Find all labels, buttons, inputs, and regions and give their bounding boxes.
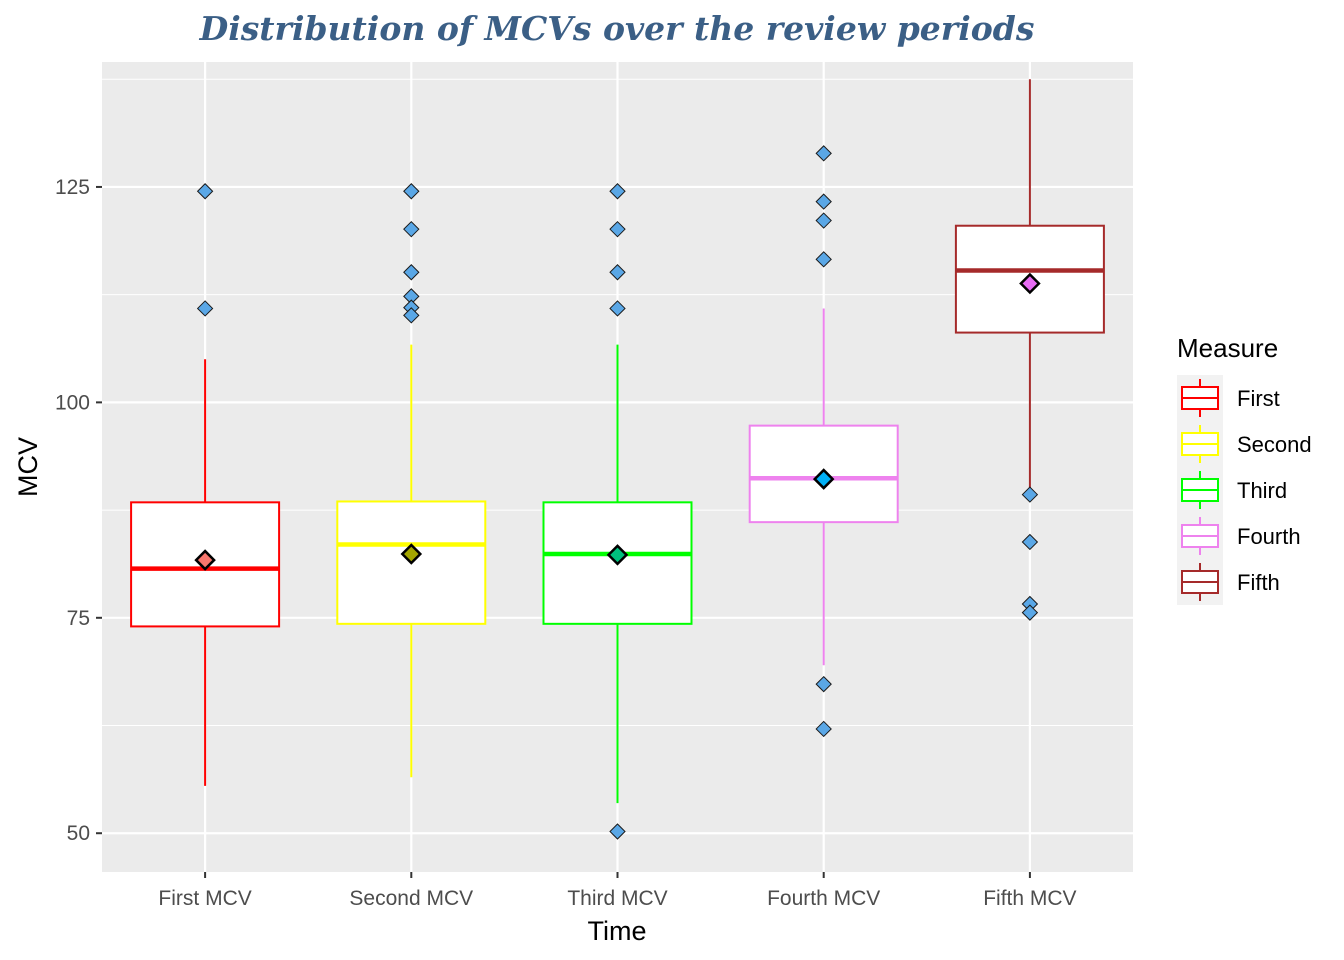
- mean-marker: [812, 468, 835, 490]
- x-tick-label: Third MCV: [567, 887, 667, 910]
- outlier-point: [815, 212, 832, 229]
- outlier-point: [1021, 604, 1039, 621]
- outlier-point: [815, 675, 832, 693]
- outlier-point: [815, 251, 832, 268]
- outlier-point: [196, 183, 214, 200]
- outlier-point: [403, 307, 420, 324]
- legend-item-first: First: [1181, 379, 1280, 417]
- chart-title: Distribution of MCVs over the review per…: [199, 9, 1035, 48]
- x-tick-label: Fourth MCV: [767, 887, 880, 910]
- box-fourth: [748, 145, 899, 738]
- outlier-point: [609, 300, 626, 317]
- x-tick-label: Second MCV: [349, 887, 473, 910]
- outlier-point: [196, 300, 214, 317]
- box-second: [336, 183, 487, 778]
- x-axis: First MCV Second MCV Third MCV Fourth MCV Fi…: [158, 872, 1077, 910]
- legend: Measure First Second Third Fourth Fifth: [1177, 333, 1312, 605]
- legend-item-fourth: Fourth: [1181, 517, 1301, 555]
- legend-label: Fourth: [1237, 524, 1301, 549]
- legend-item-second: Second: [1181, 425, 1312, 463]
- mean-marker: [1019, 272, 1041, 295]
- outlier-point: [609, 264, 626, 281]
- outlier-point: [403, 183, 420, 200]
- outlier-point: [403, 220, 420, 238]
- x-axis-title: Time: [588, 916, 647, 946]
- outlier-point: [815, 145, 832, 162]
- outlier-point: [403, 264, 420, 281]
- mean-marker: [400, 543, 423, 565]
- outlier-point: [815, 193, 832, 210]
- y-tick-label: 100: [55, 391, 90, 414]
- legend-label: First: [1237, 386, 1280, 411]
- box-series: [130, 79, 1105, 840]
- legend-label: Second: [1237, 432, 1312, 457]
- x-tick-label: Fifth MCV: [983, 887, 1076, 910]
- y-axis: 50 75 100 125: [55, 176, 102, 845]
- y-tick-label: 125: [55, 176, 90, 199]
- outlier-point: [609, 183, 626, 200]
- legend-item-fifth: Fifth: [1181, 563, 1280, 601]
- legend-label: Third: [1237, 478, 1287, 503]
- y-axis-title: MCV: [13, 437, 43, 497]
- box-fifth: [954, 79, 1105, 621]
- outlier-point: [1021, 533, 1039, 551]
- mean-marker: [606, 544, 629, 566]
- outlier-point: [609, 823, 626, 840]
- mean-marker: [194, 549, 216, 571]
- legend-title: Measure: [1177, 333, 1278, 363]
- outlier-point: [1021, 486, 1039, 503]
- x-tick-label: First MCV: [158, 887, 251, 910]
- y-tick-label: 75: [67, 607, 90, 630]
- outlier-point: [815, 720, 832, 738]
- outlier-point: [609, 220, 626, 238]
- box-third: [542, 183, 693, 840]
- y-tick-label: 50: [67, 822, 90, 845]
- legend-item-third: Third: [1181, 471, 1287, 509]
- box-first: [130, 183, 281, 786]
- legend-label: Fifth: [1237, 570, 1280, 595]
